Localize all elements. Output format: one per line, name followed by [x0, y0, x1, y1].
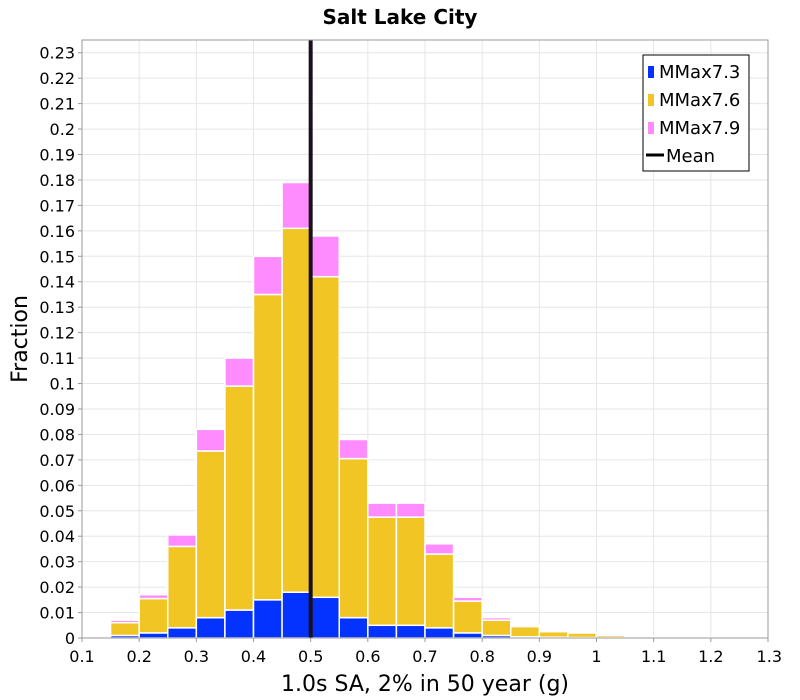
bar-mmax76 [395, 516, 426, 627]
x-tick-label: 0.2 [126, 647, 151, 666]
x-axis-label: 1.0s SA, 2% in 50 year (g) [281, 672, 569, 697]
bar-mmax76 [424, 553, 455, 629]
bar-mmax73 [452, 632, 483, 639]
bar-mmax79 [138, 593, 169, 600]
chart-title: Salt Lake City [323, 5, 478, 29]
bar-mmax76 [109, 621, 140, 637]
x-tick-label: 1 [591, 647, 601, 666]
x-tick-label: 1.3 [757, 647, 782, 666]
bar-mmax73 [224, 609, 255, 639]
y-tick-label: 0.15 [39, 247, 75, 266]
y-tick-label: 0 [65, 629, 75, 648]
x-tick-label: 0.7 [412, 647, 437, 666]
bar-mmax76 [281, 227, 312, 593]
bar-mmax79 [481, 616, 512, 621]
bar-mmax73 [138, 632, 169, 639]
bar-mmax73 [252, 599, 283, 639]
bar-mmax79 [281, 181, 312, 230]
y-axis-label: Fraction [8, 295, 33, 383]
bar-mmax79 [109, 619, 140, 624]
bar-mmax79 [167, 534, 198, 548]
bar-mmax76 [510, 625, 541, 638]
x-tick-label: 1.2 [698, 647, 723, 666]
bar-mmax79 [309, 235, 340, 278]
y-tick-label: 0.23 [39, 44, 75, 63]
bar-mmax76 [309, 275, 340, 599]
x-tick-label: 0.3 [184, 647, 209, 666]
bar-mmax79 [367, 502, 398, 518]
bar-mmax79 [510, 624, 541, 628]
bar-mmax76 [452, 600, 483, 634]
x-tick-label: 0.5 [298, 647, 323, 666]
bar-mmax76 [481, 619, 512, 637]
bar-mmax73 [395, 624, 426, 639]
bar-mmax79 [395, 502, 426, 518]
y-tick-label: 0.11 [39, 349, 75, 368]
bar-mmax73 [424, 627, 455, 639]
x-tick-label: 0.1 [69, 647, 94, 666]
y-tick-label: 0.1 [50, 375, 75, 394]
bar-mmax79 [195, 428, 226, 452]
bar-mmax76 [195, 450, 226, 619]
legend: MMax7.3 MMax7.6 MMax7.9 Mean [642, 54, 750, 172]
bar-mmax76 [538, 630, 569, 638]
y-tick-label: 0.19 [39, 146, 75, 165]
bar-mmax73 [309, 596, 340, 639]
y-tick-label: 0.18 [39, 171, 75, 190]
bar-mmax79 [424, 543, 455, 555]
y-tick-label: 0.12 [39, 324, 75, 343]
y-tick-label: 0.17 [39, 196, 75, 215]
bar-mmax73 [367, 624, 398, 639]
y-tick-label: 0.07 [39, 451, 75, 470]
y-tick-label: 0.08 [39, 425, 75, 444]
bar-mmax79 [452, 596, 483, 602]
bar-mmax73 [195, 616, 226, 639]
bar-mmax79 [567, 631, 598, 634]
y-tick-label: 0.09 [39, 400, 75, 419]
y-tick-label: 0.13 [39, 298, 75, 317]
bar-mmax76 [138, 597, 169, 634]
x-tick-label: 0.9 [527, 647, 552, 666]
y-tick-label: 0.2 [50, 120, 75, 139]
bar-mmax79 [338, 438, 369, 460]
y-tick-label: 0.05 [39, 502, 75, 521]
y-tick-label: 0.01 [39, 604, 75, 623]
x-tick-label: 0.6 [355, 647, 380, 666]
legend-swatch-mmax73 [648, 66, 654, 78]
y-tick-label: 0.22 [39, 69, 75, 88]
legend-label-mmax73: MMax7.3 [659, 62, 740, 83]
legend-label-mmax79: MMax7.9 [659, 118, 740, 139]
legend-label-mean: Mean [666, 146, 715, 167]
bar-mmax73 [281, 591, 312, 639]
y-tick-label: 0.04 [39, 527, 75, 546]
legend-box [642, 54, 750, 172]
y-tick-label: 0.06 [39, 476, 75, 495]
bar-mmax76 [367, 516, 398, 627]
bar-mmax79 [224, 357, 255, 387]
bar-mmax73 [338, 616, 369, 639]
y-tick-label: 0.21 [39, 95, 75, 114]
y-tick-label: 0.14 [39, 273, 75, 292]
bar-mmax76 [167, 545, 198, 629]
y-tick-label: 0.16 [39, 222, 75, 241]
x-tick-label: 0.8 [469, 647, 494, 666]
x-tick-label: 1.1 [641, 647, 666, 666]
x-tick-label: 0.4 [241, 647, 266, 666]
y-tick-label: 0.03 [39, 553, 75, 572]
bars-layer [81, 181, 769, 639]
bar-mmax73 [167, 627, 198, 639]
legend-label-mmax76: MMax7.6 [659, 90, 740, 111]
legend-swatch-mmax79 [648, 122, 654, 134]
bar-mmax76 [338, 457, 369, 619]
y-axis-ticks: 0 0.01 0.02 0.03 0.04 0.05 0.06 0.07 0.08 0.09 0.1… [39, 44, 82, 648]
x-axis-ticks: 0.1 0.2 0.3 0.4 0.5 0.6 0.7 0.8 0.9 1 1.1 1.2 1.3 [69, 638, 782, 666]
bar-mmax76 [224, 385, 255, 611]
legend-swatch-mmax76 [648, 94, 654, 106]
bar-mmax79 [538, 630, 569, 633]
bar-mmax79 [252, 255, 283, 296]
bar-mmax76 [252, 293, 283, 601]
y-tick-label: 0.02 [39, 578, 75, 597]
